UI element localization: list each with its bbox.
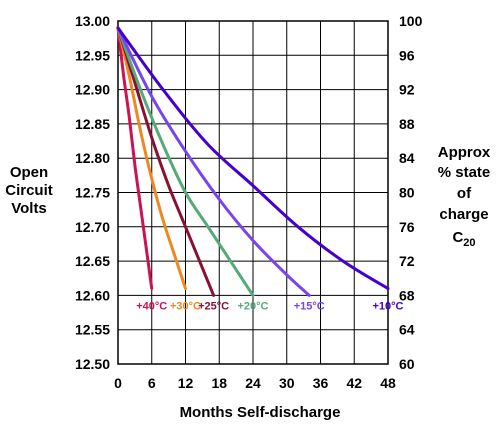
- y-axis-title-right: Approx % state of charge C20: [438, 144, 491, 249]
- y-right-tick-label: 64: [399, 322, 415, 338]
- series-lines: [116, 26, 390, 297]
- x-tick-label: 0: [114, 375, 122, 391]
- series-line-20c: [116, 26, 255, 297]
- y-left-tick-label: 12.65: [75, 253, 110, 269]
- x-tick-label: 48: [380, 375, 396, 391]
- x-tick-label: 24: [245, 375, 261, 391]
- y-right-tick-label: 80: [399, 185, 415, 201]
- y-right-title-base: C: [452, 229, 463, 246]
- y-left-title-line-2: Circuit: [5, 182, 53, 199]
- y-right-title-line-4: charge: [439, 206, 488, 223]
- y-left-tick-label: 12.55: [75, 322, 110, 338]
- y-right-tick-label: 68: [399, 287, 415, 303]
- y-right-tick-label: 76: [399, 219, 415, 235]
- y-left-tick-label: 13.00: [75, 13, 110, 29]
- x-tick-label: 30: [279, 375, 295, 391]
- y-left-tick-label: 12.60: [75, 287, 110, 303]
- y-ticks-right: 60 64 68 72 76 80 84 88 92 96 100: [399, 13, 423, 372]
- y-right-title-line-1: Approx: [438, 144, 491, 161]
- y-right-tick-label: 92: [399, 82, 415, 98]
- y-left-tick-label: 12.85: [75, 116, 110, 132]
- y-right-tick-label: 88: [399, 116, 415, 132]
- y-right-title-subscript: 20: [463, 237, 475, 249]
- series-label-20c: +20°C: [237, 301, 268, 313]
- x-ticks: 0 6 12 18 24 30 36 42 48: [114, 375, 396, 391]
- y-left-tick-label: 12.50: [75, 356, 110, 372]
- series-labels: +40°C +30°C+25°C +20°C +15°C +10°C: [136, 301, 403, 313]
- x-tick-label: 12: [178, 375, 194, 391]
- y-right-tick-label: 100: [399, 13, 423, 29]
- y-right-title-line-2: % state: [438, 164, 491, 181]
- x-tick-label: 18: [211, 375, 227, 391]
- series-label-40c: +40°C: [136, 301, 167, 313]
- y-right-tick-label: 84: [399, 150, 415, 166]
- y-ticks-left: 12.50 12.55 12.60 12.65 12.70 12.75 12.80 12.85…: [75, 13, 110, 372]
- y-axis-title-left: Open Circuit Volts: [5, 164, 53, 217]
- y-right-title-line-3: of: [457, 185, 472, 202]
- y-left-title-line-3: Volts: [11, 200, 47, 217]
- y-left-tick-label: 12.95: [75, 47, 110, 63]
- series-label-10c: +10°C: [372, 301, 403, 313]
- series-label-15c: +15°C: [294, 301, 325, 313]
- series-line-10c: [116, 26, 390, 291]
- series-label-25c: +25°C: [198, 301, 229, 313]
- y-left-tick-label: 12.90: [75, 82, 110, 98]
- series-line-25c: [116, 26, 216, 297]
- x-tick-label: 36: [313, 375, 329, 391]
- y-right-tick-label: 72: [399, 253, 415, 269]
- x-tick-label: 42: [346, 375, 362, 391]
- y-right-tick-label: 96: [399, 47, 415, 63]
- y-left-title-line-1: Open: [10, 164, 48, 181]
- x-axis-title: Months Self-discharge: [180, 404, 341, 421]
- grid: [117, 20, 389, 365]
- series-line-40c: [116, 26, 154, 291]
- y-left-tick-label: 12.80: [75, 150, 110, 166]
- y-left-tick-label: 12.75: [75, 185, 110, 201]
- series-line-15c: [116, 26, 311, 297]
- series-label-30c: +30°C: [170, 301, 201, 313]
- series-line-30c: [116, 26, 187, 291]
- y-right-title-line-5: C20: [452, 229, 475, 249]
- y-left-tick-label: 12.70: [75, 219, 110, 235]
- x-tick-label: 6: [148, 375, 156, 391]
- y-right-tick-label: 60: [399, 356, 415, 372]
- plot-frame: [117, 20, 389, 365]
